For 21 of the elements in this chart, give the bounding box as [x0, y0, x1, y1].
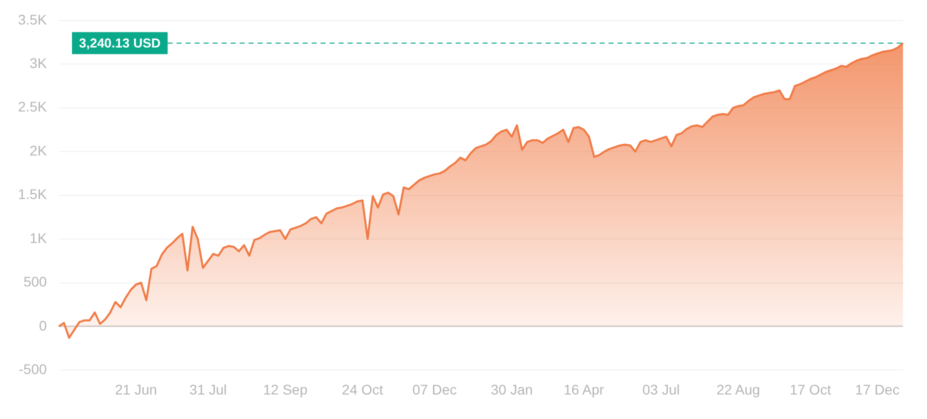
x-tick-label: 07 Dec — [412, 381, 457, 398]
y-tick-label: 2.5K — [18, 98, 48, 115]
x-tick-label: 30 Jan — [490, 381, 533, 398]
y-tick-label: 1.5K — [18, 186, 48, 202]
y-tick-label: 500 — [23, 274, 48, 290]
x-tick-label: 03 Jul — [642, 381, 680, 398]
y-tick-label: 2K — [30, 142, 48, 158]
y-tick-label: 0 — [39, 317, 48, 334]
x-tick-label: 24 Oct — [342, 381, 384, 398]
x-tick-label: 16 Apr — [564, 381, 604, 398]
x-tick-label: 12 Sep — [263, 381, 308, 398]
x-tick-label: 22 Aug — [716, 381, 760, 398]
y-tick-label: 3K — [30, 54, 48, 71]
x-tick-label: 31 Jul — [189, 381, 227, 398]
y-tick-label: 1K — [30, 230, 48, 246]
x-tick-label: 17 Dec — [855, 381, 900, 398]
y-tick-label: 3.5K — [18, 11, 48, 28]
x-tick-label: 21 Jun — [114, 381, 158, 398]
x-tick-label: 17 Oct — [790, 381, 832, 398]
y-tick-label: -500 — [18, 361, 48, 378]
ref-line-label: 3,240.13 USD — [79, 36, 161, 51]
